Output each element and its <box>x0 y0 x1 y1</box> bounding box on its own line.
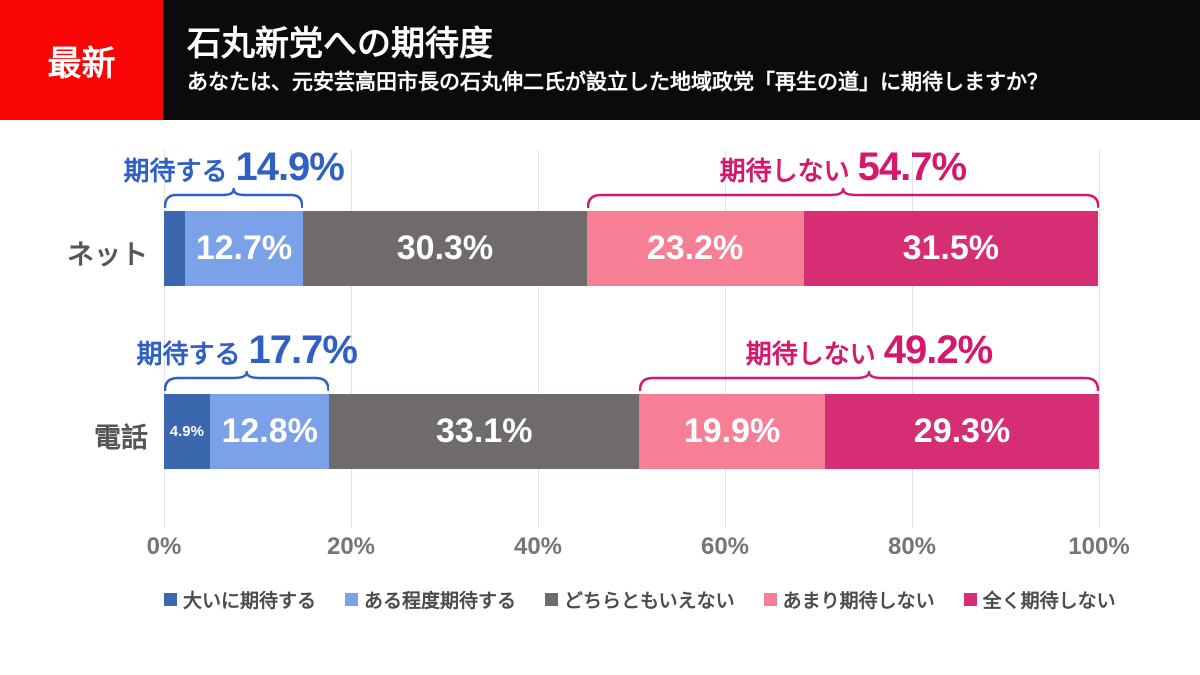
bracket <box>638 371 1099 391</box>
header-text-block: 石丸新党への期待度 あなたは、元安芸高田市長の石丸伸二氏が設立した地域政党「再生… <box>163 0 1200 120</box>
bracket-summary-text: 期待する <box>136 339 241 369</box>
page-subtitle: あなたは、元安芸高田市長の石丸伸二氏が設立した地域政党「再生の道」に期待しますか… <box>187 70 1048 94</box>
legend-label: 大いに期待する <box>183 591 317 612</box>
bracket-summary-label: 期待しない 54.7% <box>719 145 967 189</box>
bar-segment-label: 29.3% <box>913 412 1011 450</box>
bar-segment-label: 31.5% <box>902 229 999 267</box>
bracket-brace-icon <box>164 371 330 391</box>
bracket-summary-value: 14.9% <box>235 145 344 189</box>
row-label: ネット <box>67 239 148 270</box>
latest-badge: 最新 <box>0 0 163 120</box>
bar-segment-label: 12.7% <box>195 229 293 267</box>
bracket-summary-text: 期待しない <box>745 339 876 369</box>
bracket-summary-label: 期待する 14.9% <box>123 145 344 189</box>
bar-segment: 12.7% <box>184 211 304 286</box>
bar-segment: 19.9% <box>638 394 826 469</box>
legend-label: ある程度期待する <box>364 591 517 612</box>
bar-segment: 23.2% <box>586 211 804 286</box>
legend-item: ある程度期待する <box>345 586 516 613</box>
x-tick-label: 0% <box>146 533 182 560</box>
bar-segment-label: 12.8% <box>221 412 318 450</box>
bracket-summary-text: 期待する <box>123 156 228 186</box>
bracket-brace-icon <box>586 188 1099 208</box>
x-tick-label: 80% <box>887 533 937 560</box>
grid-line <box>163 150 165 528</box>
grid-line <box>724 150 726 528</box>
grid-line <box>1098 150 1100 528</box>
bracket <box>164 188 304 208</box>
bar-segment: 30.3% <box>303 211 587 286</box>
x-tick-label: 100% <box>1068 533 1130 560</box>
x-tick-label: 40% <box>513 533 563 560</box>
bar-segment: 4.9% <box>164 394 210 469</box>
legend-label: 全く期待しない <box>982 591 1116 612</box>
latest-badge-label: 最新 <box>47 44 116 83</box>
bracket-summary-value: 17.7% <box>248 328 358 372</box>
bracket-brace-icon <box>638 371 1099 391</box>
bar-segment-label: 33.1% <box>436 412 533 450</box>
row-label: 電話 <box>94 422 148 453</box>
legend-item: 全く期待しない <box>963 586 1116 613</box>
bracket-brace-icon <box>164 188 304 208</box>
grid-line <box>911 150 913 528</box>
legend-swatch <box>164 593 177 606</box>
bracket-summary-label: 期待する 17.7% <box>136 328 358 372</box>
legend-swatch <box>963 593 977 606</box>
grid-line <box>537 150 539 528</box>
bar-segment: 31.5% <box>803 211 1099 286</box>
legend-item: 大いに期待する <box>164 586 316 613</box>
bracket-summary-value: 54.7% <box>857 145 967 189</box>
legend-label: どちらともいえない <box>564 591 735 612</box>
page-title: 石丸新党への期待度 <box>187 24 493 63</box>
bar-segment <box>164 211 185 286</box>
legend-label: あまり期待しない <box>782 591 935 612</box>
legend-swatch <box>763 593 777 606</box>
bar-segment: 12.8% <box>209 394 330 469</box>
bracket <box>586 188 1099 208</box>
legend-swatch <box>345 593 359 606</box>
bar-segment: 29.3% <box>825 394 1099 469</box>
legend-item: あまり期待しない <box>763 586 935 613</box>
bar-segment-label: 19.9% <box>683 412 781 450</box>
x-tick-label: 60% <box>700 533 750 560</box>
legend-swatch <box>545 593 559 606</box>
chart-legend: 大いに期待する ある程度期待する どちらともいえない あまり期待しない 全く期待しない <box>164 586 1116 613</box>
grid-line <box>350 150 352 528</box>
bracket <box>164 371 330 391</box>
bar-segment-label: 23.2% <box>646 229 744 267</box>
bar-segment-label: 4.9% <box>169 423 204 440</box>
bar-segment-label: 30.3% <box>396 229 494 267</box>
legend-item: どちらともいえない <box>545 586 735 613</box>
x-tick-label: 20% <box>326 533 376 560</box>
bracket-summary-text: 期待しない <box>719 156 850 186</box>
bar-segment: 33.1% <box>329 394 639 469</box>
header-bar: 最新 石丸新党への期待度 あなたは、元安芸高田市長の石丸伸二氏が設立した地域政党… <box>0 0 1200 120</box>
bracket-summary-label: 期待しない 49.2% <box>745 328 993 372</box>
bracket-summary-value: 49.2% <box>883 328 993 372</box>
